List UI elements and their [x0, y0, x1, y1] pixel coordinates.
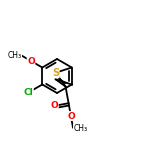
Text: O: O	[50, 101, 58, 110]
Text: CH₃: CH₃	[7, 51, 21, 60]
Text: Cl: Cl	[24, 88, 33, 97]
Text: O: O	[67, 112, 75, 121]
Text: O: O	[27, 57, 35, 66]
Text: S: S	[52, 68, 59, 78]
Text: CH₃: CH₃	[73, 124, 87, 133]
